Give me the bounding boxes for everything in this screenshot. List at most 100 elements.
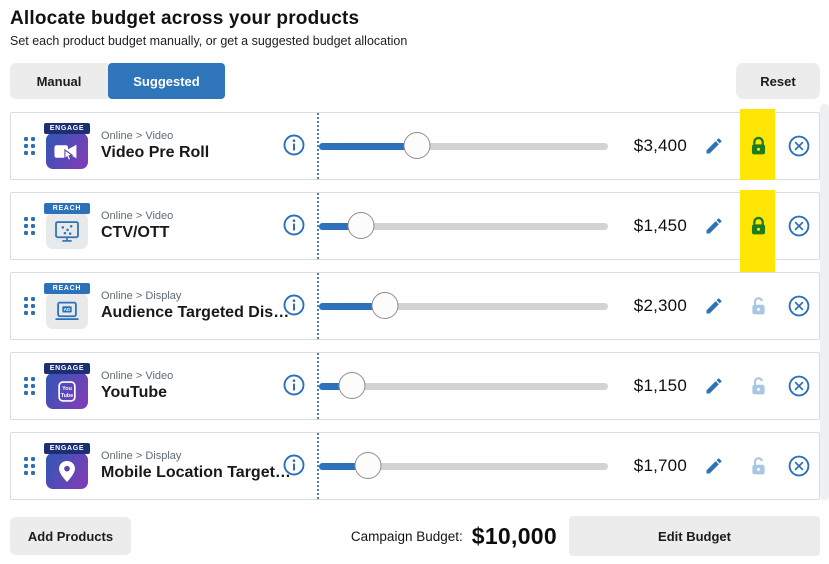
product-thumbnail: AD You Tube [46,453,88,490]
remove-icon[interactable] [788,375,810,397]
drag-handle-icon[interactable] [24,297,35,315]
slider-thumb[interactable] [354,452,382,479]
slider-fill [319,222,361,230]
drag-handle-icon[interactable] [24,217,35,235]
video-camera-cursor-icon [54,144,77,161]
lock-icon[interactable] [740,109,775,180]
edit-pencil-icon[interactable] [704,456,724,476]
dotted-separator [317,113,319,179]
product-row-left: ENGAGE [11,113,317,179]
info-icon[interactable] [283,294,305,319]
budget-slider[interactable] [319,211,608,241]
scrollbar[interactable] [820,104,829,500]
product-tier-badge: ENGAGE [44,122,90,135]
lock-closed-icon [751,216,765,234]
dotted-separator [317,193,319,259]
product-row-left: ENGAGE [11,353,317,419]
product-thumbnail: AD You Tube [46,373,88,410]
lock-icon[interactable] [740,190,775,276]
budget-slider[interactable] [319,371,608,401]
slider-track[interactable] [319,462,608,470]
budget-value: $1,450 [633,216,687,235]
product-category-breadcrumb: Online > Video [101,370,174,382]
budget-slider[interactable] [319,291,608,321]
product-row: ENGAGE [10,109,820,180]
product-tier-badge: ENGAGE [44,442,90,455]
product-category-breadcrumb: Online > Video [101,130,174,142]
edit-pencil-icon[interactable] [704,376,724,396]
remove-icon[interactable] [788,135,810,157]
mode-toolbar: Manual Suggested Reset [10,63,820,99]
svg-text:You: You [62,386,72,392]
product-text: Online > Display Mobile Location Target… [101,450,291,482]
edit-pencil-icon[interactable] [704,136,724,156]
product-category-breadcrumb: Online > Display [101,290,182,302]
product-row-right: $1,150 [319,353,829,419]
product-row-right: $3,400 [319,109,829,180]
budget-slider[interactable] [319,451,608,481]
mode-tab-group: Manual Suggested [10,63,225,99]
lock-open-icon [751,376,765,394]
product-row-left: REACH [11,273,317,339]
drag-handle-icon[interactable] [24,137,35,155]
product-row-right: $1,450 [319,190,829,276]
laptop-ad-icon: AD [55,301,79,320]
ctv-monitor-icon [55,220,79,242]
slider-thumb[interactable] [347,212,375,239]
product-category-breadcrumb: Online > Video [101,210,174,222]
product-row-right: $1,700 [319,433,829,499]
remove-icon[interactable] [788,295,810,317]
tab-suggested[interactable]: Suggested [108,63,225,99]
page-title: Allocate budget across your products [10,8,360,29]
budget-value: $1,150 [633,376,687,395]
product-icon: ENGAGE [44,362,90,410]
edit-pencil-icon[interactable] [704,296,724,316]
lock-icon[interactable] [747,294,769,318]
add-products-button[interactable]: Add Products [10,517,131,555]
dotted-separator [317,433,319,499]
product-row-left: ENGAGE [11,433,317,499]
budget-value: $1,700 [633,456,687,475]
product-list: ENGAGE [10,109,820,500]
info-icon[interactable] [283,134,305,159]
info-icon[interactable] [283,454,305,479]
lock-icon[interactable] [747,374,769,398]
drag-handle-icon[interactable] [24,457,35,475]
remove-icon[interactable] [788,455,810,477]
product-row: ENGAGE [10,352,820,420]
tab-manual[interactable]: Manual [10,63,108,99]
edit-budget-button[interactable]: Edit Budget [569,516,820,556]
lock-open-icon [751,456,765,474]
product-row: REACH [10,190,820,276]
edit-pencil-icon[interactable] [704,216,724,236]
budget-slider[interactable] [319,131,608,161]
slider-track[interactable] [319,302,608,310]
dotted-separator [317,353,319,419]
product-thumbnail: AD You Tube [46,133,88,170]
reset-button[interactable]: Reset [736,63,820,99]
lock-icon[interactable] [747,454,769,478]
info-icon[interactable] [283,374,305,399]
campaign-budget-value: $10,000 [471,522,557,549]
footer-bar: Add Products Campaign Budget: $10,000 Ed… [10,516,820,556]
product-row-right: $2,300 [319,273,829,339]
info-icon[interactable] [283,214,305,239]
campaign-budget-label: Campaign Budget: [350,528,463,544]
product-row: ENGAGE [10,432,820,500]
slider-thumb[interactable] [338,372,366,399]
lock-open-icon [751,296,765,314]
slider-track[interactable] [319,142,608,150]
slider-thumb[interactable] [371,292,399,319]
location-pin-icon [59,460,75,482]
slider-track[interactable] [319,382,608,390]
product-row-left: REACH [11,193,317,259]
product-text: Online > Video CTV/OTT [101,210,283,242]
product-name: Mobile Location Target… [101,464,291,481]
remove-icon[interactable] [788,215,810,237]
slider-fill [319,382,353,390]
slider-thumb[interactable] [403,132,431,159]
slider-track[interactable] [319,222,608,230]
product-icon: REACH [44,202,90,250]
drag-handle-icon[interactable] [24,377,35,395]
product-name: Audience Targeted Dis… [101,304,290,321]
